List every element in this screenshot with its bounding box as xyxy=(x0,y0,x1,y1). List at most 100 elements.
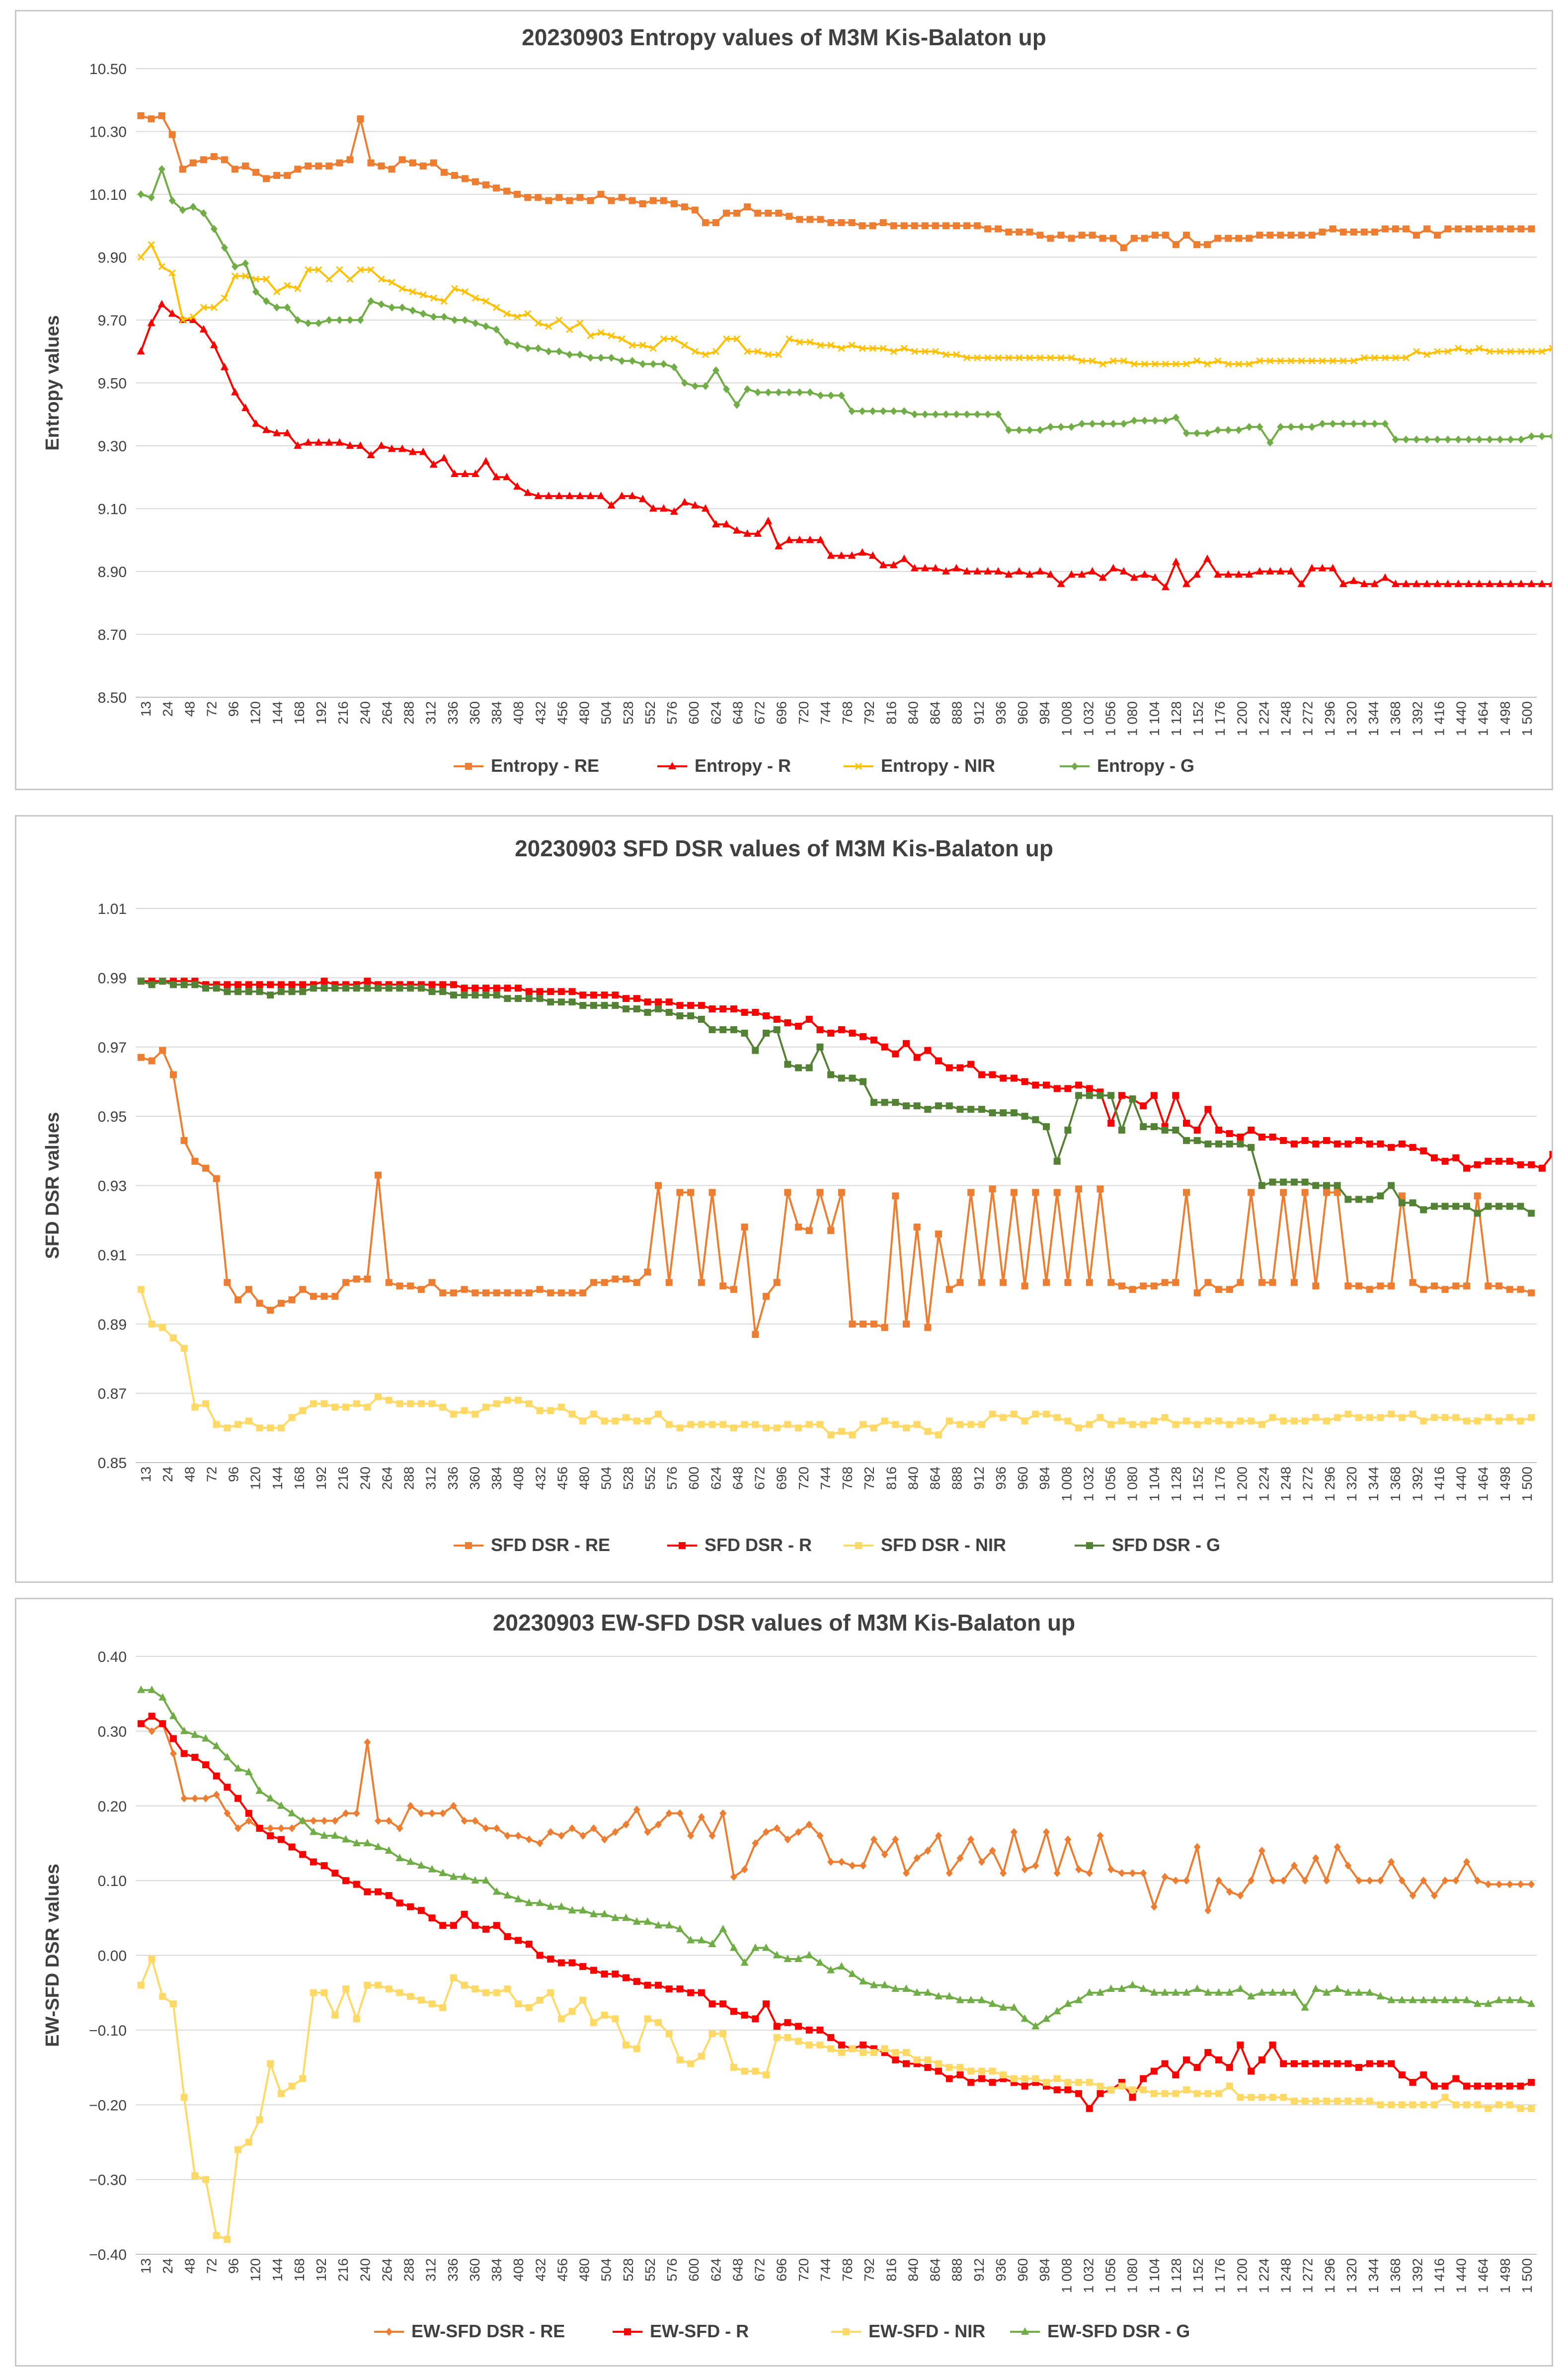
data-point xyxy=(536,1286,544,1293)
data-point xyxy=(482,1876,490,1884)
data-point xyxy=(1151,416,1159,425)
data-point xyxy=(385,984,392,992)
data-point xyxy=(945,1064,953,1071)
data-point xyxy=(439,1809,447,1817)
data-point xyxy=(277,1824,285,1832)
data-point xyxy=(579,1417,587,1425)
data-point xyxy=(618,492,626,499)
data-point xyxy=(1344,2060,1352,2067)
data-point xyxy=(191,1794,199,1803)
data-point xyxy=(1268,1988,1277,1996)
data-point xyxy=(1344,1862,1352,1870)
data-point xyxy=(245,988,252,995)
data-point xyxy=(622,1913,630,1921)
data-point xyxy=(1312,2060,1320,2067)
x-tick-label: 744 xyxy=(818,701,833,725)
data-point xyxy=(1193,1984,1201,1992)
data-point xyxy=(952,351,960,358)
data-point xyxy=(157,300,166,308)
data-point xyxy=(1538,1164,1546,1172)
data-point xyxy=(1287,232,1295,239)
data-point xyxy=(471,1816,479,1825)
data-point xyxy=(1000,2071,1007,2079)
data-point xyxy=(342,984,349,992)
x-tick-label: 192 xyxy=(314,701,329,725)
data-point xyxy=(911,410,918,418)
data-point xyxy=(921,410,929,418)
data-point xyxy=(1441,2082,1449,2090)
data-point xyxy=(924,1428,932,1435)
data-point xyxy=(1506,1203,1513,1210)
y-tick-label: 0.20 xyxy=(98,1799,127,1815)
x-tick-label: 1 416 xyxy=(1431,701,1447,736)
data-point xyxy=(1016,426,1023,434)
data-point xyxy=(1000,1109,1007,1117)
data-point xyxy=(1172,1092,1179,1099)
x-tick-label: 864 xyxy=(928,1467,943,1490)
data-point xyxy=(1308,232,1316,239)
data-point xyxy=(935,2060,942,2067)
data-point xyxy=(881,1043,888,1051)
data-point xyxy=(1161,2090,1169,2097)
data-point xyxy=(1118,1282,1125,1290)
data-point xyxy=(331,1831,339,1839)
data-point xyxy=(1235,235,1243,242)
data-point xyxy=(817,341,824,349)
data-point xyxy=(557,988,565,995)
x-tick-label: 552 xyxy=(642,701,658,725)
data-point xyxy=(557,1959,565,1967)
data-point xyxy=(235,1421,242,1428)
data-point xyxy=(967,2067,975,2075)
x-tick-label: 1 392 xyxy=(1410,1467,1425,1501)
data-point xyxy=(740,1958,749,1966)
x-tick-label: 240 xyxy=(357,2258,373,2282)
data-point xyxy=(189,203,197,211)
data-point xyxy=(137,190,145,198)
data-point xyxy=(859,222,866,230)
data-point xyxy=(1323,2097,1330,2105)
data-point xyxy=(309,1827,317,1835)
data-point xyxy=(1344,2097,1352,2105)
data-point xyxy=(310,984,317,992)
data-point xyxy=(1371,228,1378,236)
data-point xyxy=(838,2049,845,2056)
x-tick-label: 24 xyxy=(160,701,175,717)
x-tick-label: 1 032 xyxy=(1081,1467,1096,1501)
data-point xyxy=(805,2026,813,2034)
data-point xyxy=(579,1831,587,1840)
data-point xyxy=(1474,2082,1481,2090)
data-point xyxy=(763,1828,770,1836)
data-point xyxy=(995,225,1002,233)
data-point xyxy=(346,275,354,283)
data-point xyxy=(241,404,249,411)
data-point xyxy=(180,981,188,988)
y-tick-label: 0.89 xyxy=(98,1316,127,1333)
data-point xyxy=(439,1922,447,1929)
data-point xyxy=(342,1877,349,1885)
data-point xyxy=(1506,1286,1513,1293)
legend-item: SFD DSR - NIR xyxy=(844,1535,1006,1555)
legend-item: EW-SFD DSR - G xyxy=(1010,2321,1190,2341)
data-point xyxy=(1329,419,1336,428)
data-point xyxy=(234,1764,242,1772)
data-point xyxy=(1214,570,1222,578)
data-point xyxy=(180,1726,188,1734)
data-point xyxy=(1047,423,1054,431)
data-point xyxy=(419,291,427,299)
data-point xyxy=(1430,1891,1438,1900)
data-point xyxy=(396,1899,403,1907)
data-point xyxy=(1214,235,1222,242)
data-point xyxy=(299,1407,307,1414)
data-point xyxy=(1183,232,1190,239)
data-point xyxy=(860,1421,867,1428)
data-point xyxy=(407,984,414,992)
data-point xyxy=(890,407,897,415)
data-point xyxy=(461,288,469,296)
data-point xyxy=(676,1002,684,1009)
data-point xyxy=(945,2064,953,2071)
data-point xyxy=(1215,2056,1223,2064)
x-tick-label: 1 344 xyxy=(1366,701,1381,736)
data-point xyxy=(148,241,155,248)
data-point xyxy=(1454,579,1463,587)
data-point xyxy=(967,1995,975,2003)
